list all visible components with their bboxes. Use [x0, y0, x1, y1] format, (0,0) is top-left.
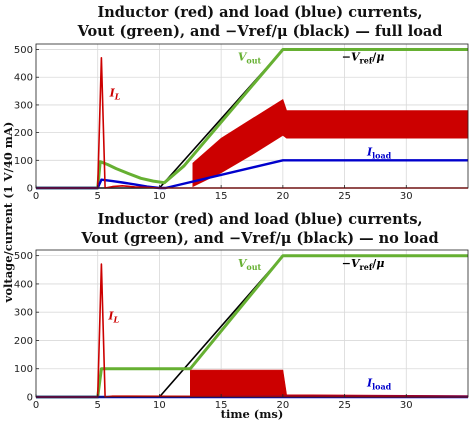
- x-tick-label: 30: [400, 191, 413, 202]
- chart-title-line-1: Inductor (red) and load (blue) currents,: [97, 4, 422, 21]
- y-tick-label: 300: [14, 308, 33, 319]
- x-tick-label: 25: [338, 400, 351, 411]
- y-tick-label: 200: [14, 336, 33, 347]
- y-tick-label: 400: [14, 279, 33, 290]
- y-tick-label: 500: [14, 251, 33, 262]
- x-tick-label: 30: [400, 400, 413, 411]
- chart-full-load: Inductor (red) and load (blue) currents,…: [14, 4, 469, 202]
- x-tick-label: 15: [215, 191, 228, 202]
- x-tick-label: 10: [153, 191, 166, 202]
- y-tick-label: 400: [14, 73, 33, 84]
- chart-title-line-2: Vout (green), and −Vref/μ (black) — full…: [77, 23, 443, 40]
- annotation-label: IL: [107, 309, 119, 324]
- annotation-label: −Vref/μ: [342, 257, 385, 272]
- chart-title-line-2: Vout (green), and −Vref/μ (black) — no l…: [80, 230, 438, 247]
- annotation-label: −Vref/μ: [342, 51, 385, 66]
- x-tick-label: 5: [95, 191, 101, 202]
- y-tick-label: 100: [14, 156, 33, 167]
- chart-no-load: Inductor (red) and load (blue) currents,…: [14, 211, 469, 421]
- axes-frame: [35, 43, 469, 189]
- y-tick-label: 300: [14, 100, 33, 111]
- chart-title-line-1: Inductor (red) and load (blue) currents,: [97, 211, 422, 228]
- y-tick-label: 0: [27, 393, 33, 404]
- x-tick-label: 0: [33, 191, 39, 202]
- y-axis-label: voltage/current (1 V/40 mA): [1, 122, 15, 304]
- y-tick-label: 0: [27, 184, 33, 195]
- y-tick-label: 100: [14, 364, 33, 375]
- y-tick-label: 200: [14, 128, 33, 139]
- axes-frame: [35, 249, 469, 398]
- series-line-iload: [36, 159, 468, 190]
- x-tick-label: 20: [276, 191, 289, 202]
- annotation-label: Vout: [238, 257, 262, 272]
- x-axis-label: time (ms): [221, 407, 284, 421]
- x-tick-label: 0: [33, 400, 39, 411]
- x-tick-label: 25: [338, 191, 351, 202]
- x-tick-label: 20: [276, 400, 289, 411]
- x-tick-label: 5: [95, 400, 101, 411]
- x-tick-label: 15: [215, 400, 228, 411]
- x-tick-label: 10: [153, 400, 166, 411]
- annotation-label: Iload: [366, 376, 392, 391]
- annotation-label: IL: [109, 87, 121, 102]
- series-line-vout: [36, 48, 468, 190]
- annotation-label: Vout: [238, 51, 262, 66]
- annotation-label: Iload: [366, 145, 392, 160]
- y-tick-label: 500: [14, 45, 33, 56]
